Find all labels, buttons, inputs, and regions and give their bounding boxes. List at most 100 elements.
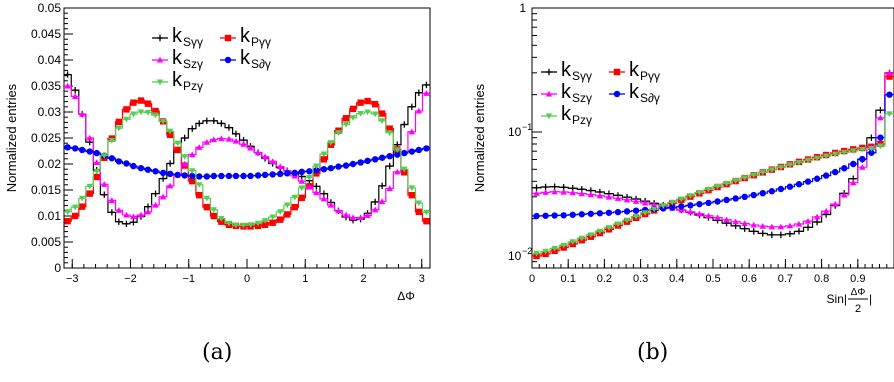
data-point: [130, 111, 137, 118]
data-point: [678, 203, 685, 210]
data-point: [696, 210, 703, 217]
data-point: [64, 82, 71, 89]
data-point: [632, 213, 640, 220]
x-tick-label: 0.9: [850, 273, 865, 285]
y-tick-label: 0.005: [31, 235, 61, 249]
data-point: [364, 212, 371, 219]
y-tick-label: 0.01: [38, 209, 62, 223]
data-point: [144, 100, 152, 107]
legend-label: k: [629, 59, 640, 81]
data-point: [174, 171, 181, 179]
data-point: [364, 97, 371, 105]
legend-subscript: Szγ: [183, 57, 203, 71]
data-point: [342, 121, 350, 128]
y-axis-label: Normalized entries: [472, 83, 487, 192]
x-tick-label: 3: [419, 273, 425, 285]
x-axis-label-tail: |: [869, 292, 872, 306]
x-axis-label-denominator: 2: [855, 303, 861, 315]
data-point: [189, 151, 196, 158]
data-point: [551, 188, 558, 195]
data-point: [93, 173, 100, 181]
data-point: [203, 173, 211, 180]
data-point: [137, 164, 145, 172]
y-tick-label: 10: [508, 125, 522, 139]
data-point: [254, 172, 262, 179]
data-point: [78, 146, 86, 154]
legend-entry-Sz_g: k Szγ: [541, 81, 592, 105]
data-point: [152, 112, 159, 119]
data-point: [650, 201, 658, 208]
legend-label: k: [172, 25, 183, 47]
data-point: [71, 145, 79, 152]
legend-label: k: [629, 81, 640, 103]
legend-subscript: Pγγ: [251, 35, 271, 49]
data-point: [813, 175, 821, 182]
legend-marker: [156, 79, 164, 86]
data-point: [342, 211, 350, 218]
data-point: [86, 190, 93, 197]
data-point: [174, 140, 181, 147]
data-point: [371, 111, 379, 118]
data-point: [371, 156, 379, 163]
y-tick-label: 0.05: [38, 1, 62, 15]
x-tick-label: 0: [244, 273, 250, 285]
data-point: [306, 168, 313, 175]
legend-entry-P_gg: k Pγγ: [220, 25, 271, 49]
data-point: [650, 206, 658, 213]
data-point: [759, 230, 766, 237]
data-point: [203, 138, 211, 145]
x-tick-label: 0: [529, 273, 535, 285]
data-point: [101, 181, 108, 187]
data-point: [364, 109, 371, 116]
data-point: [614, 221, 622, 228]
legend-subscript: Pzγ: [183, 79, 203, 93]
data-point: [569, 189, 576, 196]
data-point: [320, 195, 328, 202]
data-point: [408, 185, 416, 192]
data-point: [174, 146, 181, 154]
data-point: [795, 159, 803, 166]
series-Pz_g: [532, 111, 894, 257]
data-point: [714, 183, 721, 190]
x-tick-label: 0.8: [814, 273, 829, 285]
data-point: [804, 217, 812, 224]
data-point: [371, 198, 379, 206]
data-point: [189, 168, 196, 174]
data-point: [78, 110, 86, 117]
data-point: [137, 109, 145, 116]
legend-marker: [156, 34, 164, 42]
data-point: [587, 232, 595, 239]
x-axis-label-head: Sin|: [827, 292, 847, 306]
data-point: [357, 214, 364, 221]
data-point: [261, 221, 269, 229]
data-point: [877, 143, 884, 150]
data-point: [86, 183, 93, 190]
legend-marker: [613, 90, 621, 98]
data-point: [261, 171, 269, 179]
data-point: [71, 93, 79, 99]
data-point: [261, 153, 269, 160]
data-point: [669, 199, 676, 206]
data-point: [705, 186, 712, 193]
y-tick-label: 10: [508, 249, 522, 263]
data-point: [868, 149, 875, 156]
data-point: [768, 188, 776, 195]
data-point: [371, 206, 379, 213]
data-point: [822, 172, 830, 179]
data-point: [423, 145, 430, 152]
data-point: [423, 218, 430, 225]
data-point: [269, 219, 276, 226]
data-point: [750, 228, 757, 235]
legend-label: k: [561, 103, 572, 125]
data-point: [687, 193, 694, 199]
data-point: [759, 222, 766, 229]
series-Sd_g: [64, 144, 430, 180]
data-point: [868, 134, 875, 141]
data-point: [298, 168, 305, 175]
data-point: [203, 203, 211, 211]
data-point: [786, 230, 794, 237]
data-point: [614, 208, 622, 216]
data-point: [408, 128, 416, 135]
data-point: [247, 172, 254, 180]
legend-entry-Sz_g: k Szγ: [152, 47, 203, 71]
